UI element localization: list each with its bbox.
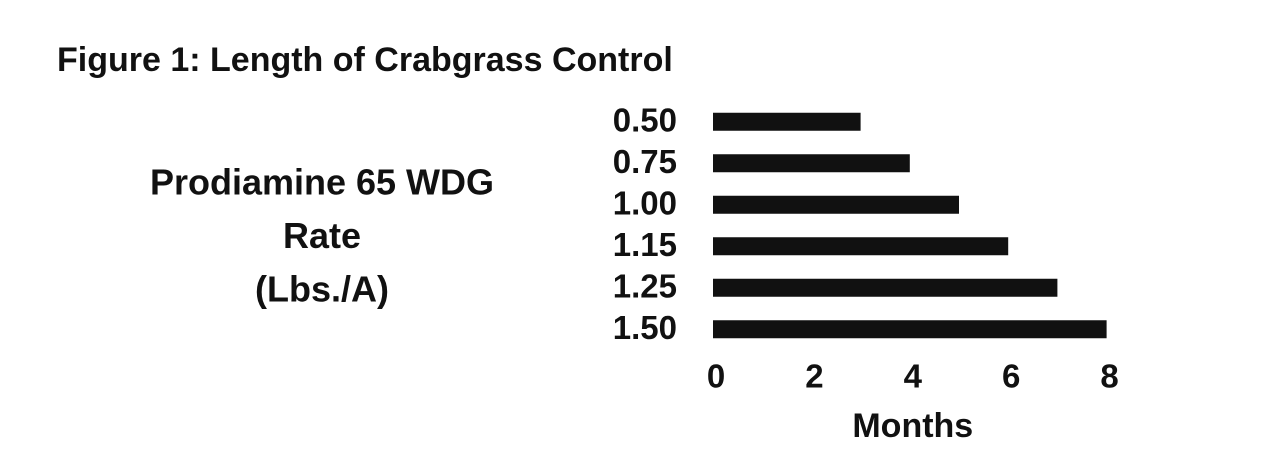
bar [713,278,1058,297]
y-tick-label: 0.50 [613,101,677,138]
chart-title: Figure 1: Length of Crabgrass Control [57,41,673,79]
x-axis-label: Months [852,407,973,445]
x-tick-label: 4 [904,358,923,395]
y-axis-label: (Lbs./A) [255,269,389,310]
bar [713,237,1009,256]
bar [713,112,861,131]
y-axis-label: Rate [283,215,361,256]
y-tick-label: 1.00 [613,184,677,221]
bar [713,154,910,173]
y-axis-label: Prodiamine 65 WDG [150,162,494,203]
x-tick-label: 0 [707,358,725,395]
bar [713,195,959,214]
y-tick-label: 1.25 [613,267,677,304]
bar [713,320,1107,339]
x-tick-label: 6 [1002,358,1020,395]
y-tick-label: 1.15 [613,226,677,263]
x-tick-label: 2 [805,358,823,395]
y-tick-label: 1.50 [613,309,677,346]
x-tick-label: 8 [1100,358,1118,395]
y-tick-label: 0.75 [613,143,677,180]
